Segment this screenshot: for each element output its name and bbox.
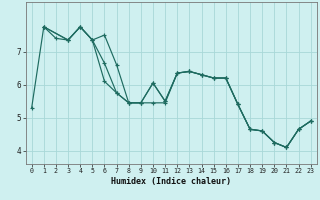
X-axis label: Humidex (Indice chaleur): Humidex (Indice chaleur) xyxy=(111,177,231,186)
